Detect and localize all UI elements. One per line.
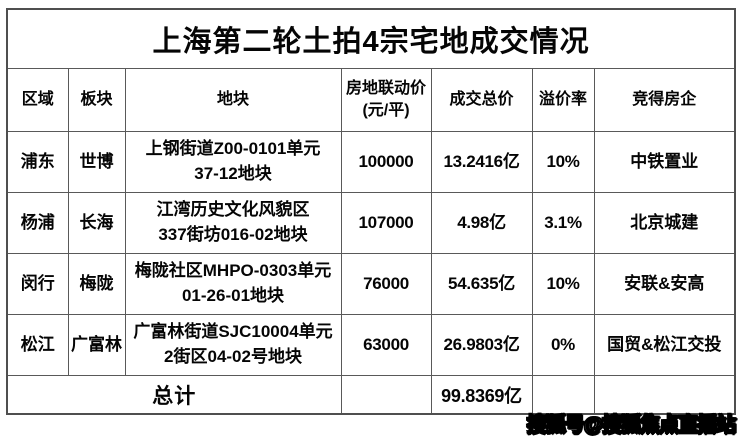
cell-winner: 国贸&松江交投 <box>593 314 736 376</box>
table-row-pudong: 浦东 世博 上钢街道Z00-0101单元 37-12地块 100000 13.2… <box>6 131 736 193</box>
total-premium-rate-empty <box>531 375 595 415</box>
table-row-yangpu: 杨浦 长海 江湾历史文化风貌区 337街坊016-02地块 107000 4.9… <box>6 192 736 254</box>
page-title: 上海第二轮土拍4宗宅地成交情况 <box>6 8 736 69</box>
cell-premium-rate: 10% <box>531 131 595 193</box>
cell-total-price: 4.98亿 <box>430 192 533 254</box>
watermark: 搜狐号@搜狐焦点直播站 <box>526 413 737 437</box>
cell-total-price: 13.2416亿 <box>430 131 533 193</box>
cell-linkage-price: 107000 <box>340 192 432 254</box>
cell-winner: 北京城建 <box>593 192 736 254</box>
cell-region: 松江 <box>6 314 69 376</box>
col-header-premium-rate: 溢价率 <box>531 68 595 132</box>
cell-winner: 安联&安高 <box>593 253 736 315</box>
cell-sector: 长海 <box>67 192 126 254</box>
cell-plot: 上钢街道Z00-0101单元 37-12地块 <box>124 131 342 193</box>
cell-plot: 江湾历史文化风貌区 337街坊016-02地块 <box>124 192 342 254</box>
cell-premium-rate: 10% <box>531 253 595 315</box>
table-row-songjiang: 松江 广富林 广富林街道SJC10004单元 2街区04-02号地块 63000… <box>6 314 736 376</box>
col-header-total-price: 成交总价 <box>430 68 533 132</box>
cell-sector: 梅陇 <box>67 253 126 315</box>
total-price: 99.8369亿 <box>430 375 533 415</box>
col-header-linkage-price: 房地联动价 (元/平) <box>340 68 432 132</box>
cell-linkage-price: 76000 <box>340 253 432 315</box>
col-header-sector: 板块 <box>67 68 126 132</box>
cell-region: 杨浦 <box>6 192 69 254</box>
land-auction-table: 上海第二轮土拍4宗宅地成交情况 区域 板块 地块 房地联动价 (元/平) 成交总… <box>6 8 737 415</box>
header-row: 区域 板块 地块 房地联动价 (元/平) 成交总价 溢价率 竞得房企 <box>6 68 736 132</box>
cell-linkage-price: 100000 <box>340 131 432 193</box>
col-header-plot: 地块 <box>124 68 342 132</box>
total-row: 总计 99.8369亿 <box>6 375 736 415</box>
title-row: 上海第二轮土拍4宗宅地成交情况 <box>6 8 736 69</box>
cell-total-price: 26.9803亿 <box>430 314 533 376</box>
cell-region: 浦东 <box>6 131 69 193</box>
cell-total-price: 54.635亿 <box>430 253 533 315</box>
col-header-winner: 竞得房企 <box>593 68 736 132</box>
cell-premium-rate: 0% <box>531 314 595 376</box>
total-winner-empty <box>593 375 736 415</box>
cell-sector: 广富林 <box>67 314 126 376</box>
cell-winner: 中铁置业 <box>593 131 736 193</box>
cell-premium-rate: 3.1% <box>531 192 595 254</box>
cell-linkage-price: 63000 <box>340 314 432 376</box>
table-row-minhang: 闵行 梅陇 梅陇社区MHPO-0303单元 01-26-01地块 76000 5… <box>6 253 736 315</box>
total-label: 总计 <box>6 375 342 415</box>
cell-plot: 梅陇社区MHPO-0303单元 01-26-01地块 <box>124 253 342 315</box>
col-header-region: 区域 <box>6 68 69 132</box>
cell-region: 闵行 <box>6 253 69 315</box>
total-linkage-price-empty <box>340 375 432 415</box>
cell-plot: 广富林街道SJC10004单元 2街区04-02号地块 <box>124 314 342 376</box>
cell-sector: 世博 <box>67 131 126 193</box>
